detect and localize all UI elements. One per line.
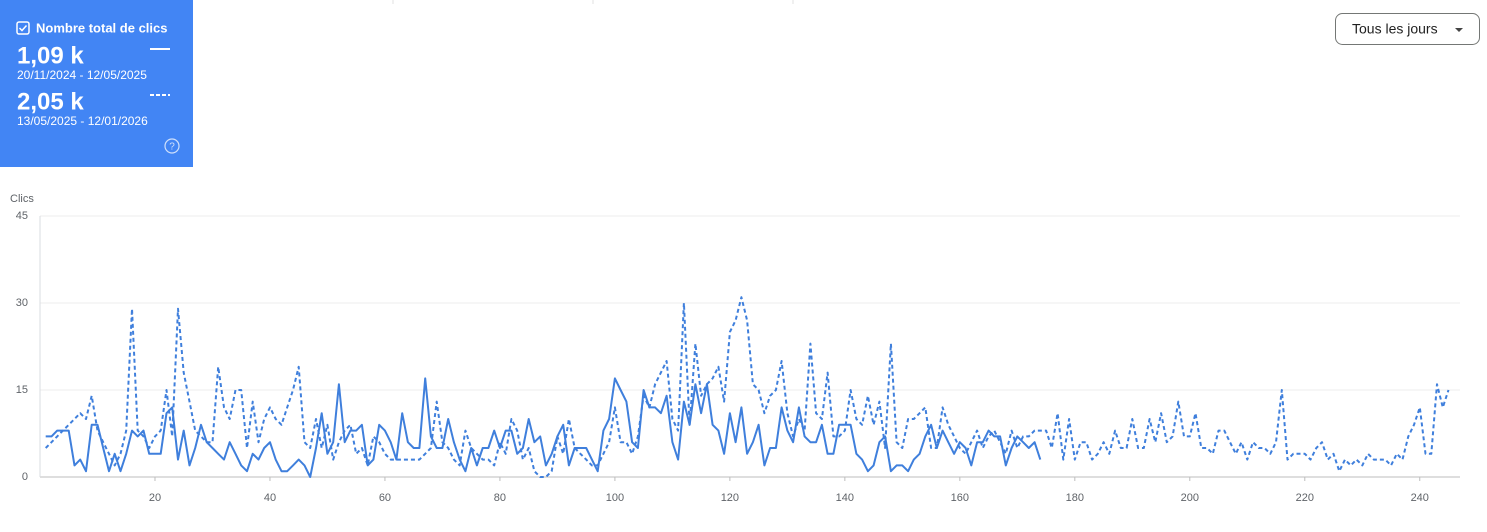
x-tick-label: 60	[379, 492, 391, 504]
dropdown[interactable]	[1335, 13, 1480, 45]
y-tick-label: 45	[16, 210, 28, 222]
dropdown-label: Tous les jours	[1352, 21, 1438, 37]
x-tick-label: 140	[836, 492, 854, 504]
y-tick-label: 30	[16, 297, 28, 309]
series-total: 1,09 k	[17, 42, 84, 69]
x-tick-label: 220	[1296, 492, 1314, 504]
metric-label: Nombre total de clics	[36, 20, 167, 35]
checkbox[interactable]	[16, 21, 30, 35]
y-tick-label: 0	[22, 471, 28, 483]
x-tick-label: 180	[1066, 492, 1084, 504]
x-tick-label: 160	[951, 492, 969, 504]
help-glyph: ?	[169, 142, 175, 153]
y-tick-label: 15	[16, 384, 28, 396]
x-tick-label: 80	[494, 492, 506, 504]
x-tick-label: 100	[606, 492, 624, 504]
y-axis-label: Clics	[10, 193, 34, 205]
series-total: 2,05 k	[17, 88, 84, 115]
series-range: 13/05/2025 - 12/01/2026	[17, 114, 148, 128]
check-mark	[18, 24, 28, 32]
help-icon[interactable]	[164, 138, 180, 154]
x-tick-label: 200	[1181, 492, 1199, 504]
x-tick-label: 240	[1411, 492, 1429, 504]
x-tick-label: 120	[721, 492, 739, 504]
x-tick-label: 20	[149, 492, 161, 504]
series-range: 20/11/2024 - 12/05/2025	[17, 68, 147, 82]
data-line	[44, 296, 1450, 478]
metric-card[interactable]	[0, 0, 193, 167]
data-line	[45, 377, 1042, 478]
x-tick-label: 40	[264, 492, 276, 504]
dropdown-arrow	[1455, 28, 1463, 32]
